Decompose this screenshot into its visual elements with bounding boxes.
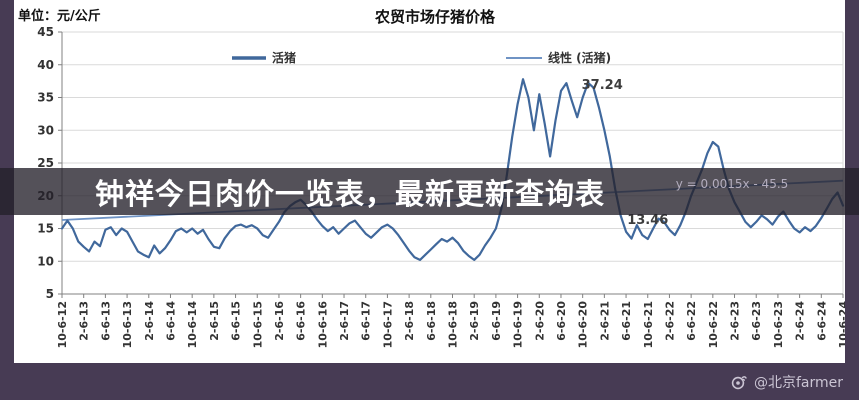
watermark-text: @北京farmer (753, 375, 843, 391)
trendline-formula: y = 0.0015x - 45.5 (675, 177, 789, 191)
annotation-label: 13.46 (627, 213, 668, 228)
x-axis-label: 10-6-18 (447, 301, 460, 348)
x-axis-label: 10-6-23 (772, 301, 785, 348)
price-line (60, 78, 845, 261)
y-axis-label: 40 (37, 58, 54, 72)
x-axis-label: 10-6-19 (512, 301, 525, 348)
y-axis-label: 5 (46, 287, 54, 301)
y-axis-label: 10 (37, 254, 54, 268)
x-axis-label: 6-6-19 (490, 301, 503, 341)
x-axis-label: 10-6-21 (642, 301, 655, 348)
unit-label: 单位：元/公斤 (18, 9, 101, 24)
x-axis-label: 10-6-20 (577, 301, 590, 349)
x-axis-label: 6-6-18 (425, 301, 438, 341)
x-axis-label: 2-6-22 (663, 301, 676, 341)
y-axis-label: 45 (37, 25, 54, 39)
legend-label: 线性 (活猪) (548, 50, 611, 65)
y-axis-label: 15 (37, 222, 54, 236)
x-axis-label: 6-6-17 (360, 301, 373, 341)
legend-label: 活猪 (272, 50, 296, 65)
x-axis-label: 6-6-24 (815, 301, 828, 341)
watermark: @北京farmer (730, 372, 843, 392)
x-axis-label: 10-6-16 (316, 301, 329, 349)
x-axis-label: 2-6-15 (208, 301, 221, 341)
x-axis-label: 2-6-18 (403, 301, 416, 341)
x-axis-label: 10-6-15 (251, 301, 264, 348)
x-axis-label: 2-6-20 (533, 301, 546, 341)
overlay-banner-text: 钟祥今日肉价一览表，最新更新查询表 (95, 176, 606, 211)
x-axis-label: 10-6-22 (707, 301, 720, 348)
x-axis-label: 6-6-21 (620, 301, 633, 341)
x-axis-label: 6-6-14 (164, 301, 177, 341)
x-axis-label: 10-6-14 (186, 301, 199, 349)
y-axis-label: 30 (37, 123, 54, 137)
x-axis-label: 10-6-12 (56, 301, 69, 348)
x-axis-label: 2-6-23 (729, 301, 742, 341)
x-axis-label: 2-6-13 (78, 301, 91, 341)
x-axis-label: 6-6-20 (555, 301, 568, 341)
x-axis-label: 10-6-13 (121, 301, 134, 348)
y-axis-label: 25 (37, 156, 54, 170)
x-axis-label: 6-6-22 (685, 301, 698, 341)
x-axis-label: 6-6-23 (750, 301, 763, 341)
y-axis-label: 35 (37, 91, 54, 105)
x-axis-label: 10-6-24 (837, 301, 845, 349)
x-axis-label: 10-6-17 (381, 301, 394, 348)
x-axis-label: 6-6-15 (230, 301, 243, 341)
overlay-banner: 钟祥今日肉价一览表，最新更新查询表 (0, 168, 859, 215)
x-axis-label: 6-6-16 (295, 301, 308, 341)
x-axis-label: 2-6-16 (273, 301, 286, 341)
x-axis-label: 2-6-14 (143, 301, 156, 341)
chart-title: 农贸市场仔猪价格 (374, 8, 496, 26)
x-axis-label: 2-6-19 (468, 301, 481, 341)
weibo-icon (731, 376, 747, 390)
x-axis-label: 6-6-13 (99, 301, 112, 341)
x-axis-label: 2-6-21 (598, 301, 611, 341)
x-axis-label: 2-6-24 (794, 301, 807, 341)
annotation-label: 37.24 (582, 78, 623, 93)
x-axis-label: 2-6-17 (338, 301, 351, 341)
